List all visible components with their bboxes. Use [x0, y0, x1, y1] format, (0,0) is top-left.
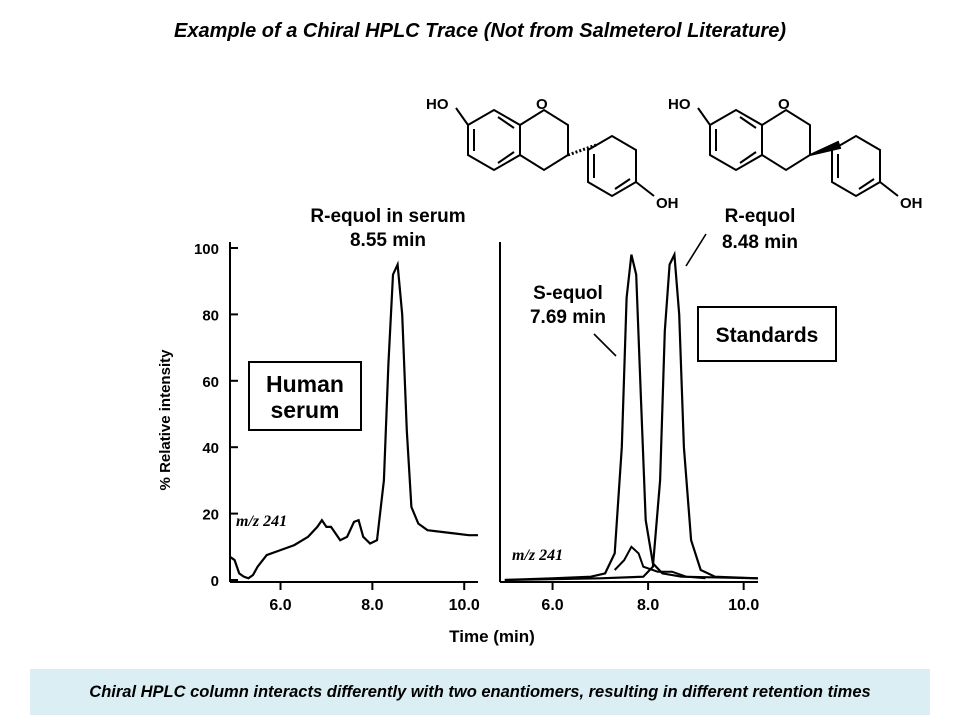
peak-label-s-equol-line: 7.69 min — [530, 307, 606, 328]
structure-left-inner-bond — [614, 178, 631, 190]
series-line-r-equol-serum — [229, 260, 478, 580]
chart-panel-human-serum: 0 20 40 60 80 100 6.0 8.0 10.0 % Relative inten… — [157, 206, 480, 614]
peak-label-r-equol-line: R-equol — [725, 206, 796, 227]
structure-left-ho-bond — [455, 107, 469, 126]
y-tick-label: 80 — [202, 307, 219, 324]
structure-right-oh-bond — [879, 181, 899, 197]
structure-left-inner-bond — [497, 151, 515, 164]
structure-left-o-label: O — [536, 96, 548, 113]
structure-left-inner-bond — [497, 116, 515, 129]
panel-label-line: serum — [270, 397, 339, 423]
structure-left-ho-label: HO — [426, 96, 449, 113]
series-line-minor-trace — [613, 545, 706, 580]
structure-right — [697, 107, 899, 198]
leader-line-s-equol — [593, 333, 617, 357]
structure-left-oh-label: OH — [656, 195, 679, 212]
panel-label-line: Human — [266, 371, 344, 397]
peak-label-r-equol-line: 8.48 min — [722, 232, 798, 253]
structure-right-inner-bond — [739, 116, 757, 129]
y-tick-label: 40 — [202, 440, 219, 457]
panel-label-line: Standards — [716, 324, 819, 347]
x-tick-label: 8.0 — [361, 597, 383, 614]
structure-right-phenyl-ring — [831, 134, 881, 198]
structure-right-oh-label: OH — [900, 195, 923, 212]
y-tick-label: 0 — [211, 573, 219, 590]
mz-label: m/z 241 — [512, 547, 563, 564]
y-axis-label: % Relative intensity — [157, 349, 174, 491]
structure-right-o-label: O — [778, 96, 790, 113]
x-tick-label: 10.0 — [728, 597, 759, 614]
peak-label-line: R-equol in serum — [310, 206, 465, 227]
structure-right-ho-bond — [697, 107, 711, 126]
peak-label-s-equol-line: S-equol — [533, 283, 603, 304]
x-tick-label: 6.0 — [269, 597, 291, 614]
structure-right-pyran-ring — [761, 108, 811, 172]
structure-right-inner-bond — [739, 151, 757, 164]
x-ticks: 6.0 8.0 10.0 — [541, 582, 759, 614]
structure-left-stereo-hash — [567, 143, 597, 157]
panel-label-box — [248, 361, 362, 431]
series-line-r-equol — [504, 250, 759, 582]
structure-left — [455, 107, 655, 198]
slide-caption: Chiral HPLC column interacts differently… — [30, 669, 930, 715]
structure-left-phenyl-ring — [587, 134, 637, 198]
structure-left-oh-bond — [635, 181, 655, 197]
y-tick-label: 100 — [194, 241, 219, 258]
x-axis-label: Time (min) — [449, 627, 535, 646]
panel-label-box — [697, 306, 837, 362]
x-tick-label: 10.0 — [449, 597, 480, 614]
x-tick-label: 8.0 — [637, 597, 659, 614]
structure-left-benzene-ring — [467, 108, 521, 172]
structure-right-ho-label: HO — [668, 96, 691, 113]
leader-line-r-equol — [685, 233, 707, 267]
mz-label: m/z 241 — [236, 513, 287, 530]
hplc-figure: HO O OH HO O OH 0 20 40 60 80 100 6.0 8.0 10.0 … — [157, 96, 923, 646]
y-tick-label: 20 — [202, 507, 219, 524]
chart-panel-standards: 6.0 8.0 10.0 Standards S-equol 7.69 min R-… — [449, 206, 837, 646]
structure-left-pyran-ring — [519, 108, 569, 172]
structure-right-inner-bond — [858, 178, 875, 190]
y-ticks: 0 20 40 60 80 100 — [194, 241, 238, 590]
peak-label-line: 8.55 min — [350, 230, 426, 251]
structure-right-benzene-ring — [709, 108, 763, 172]
x-ticks: 6.0 8.0 10.0 — [269, 582, 480, 614]
y-tick-label: 60 — [202, 374, 219, 391]
x-tick-label: 6.0 — [541, 597, 563, 614]
series-line-s-equol — [504, 254, 759, 582]
slide-title: Example of a Chiral HPLC Trace (Not from… — [173, 20, 786, 42]
